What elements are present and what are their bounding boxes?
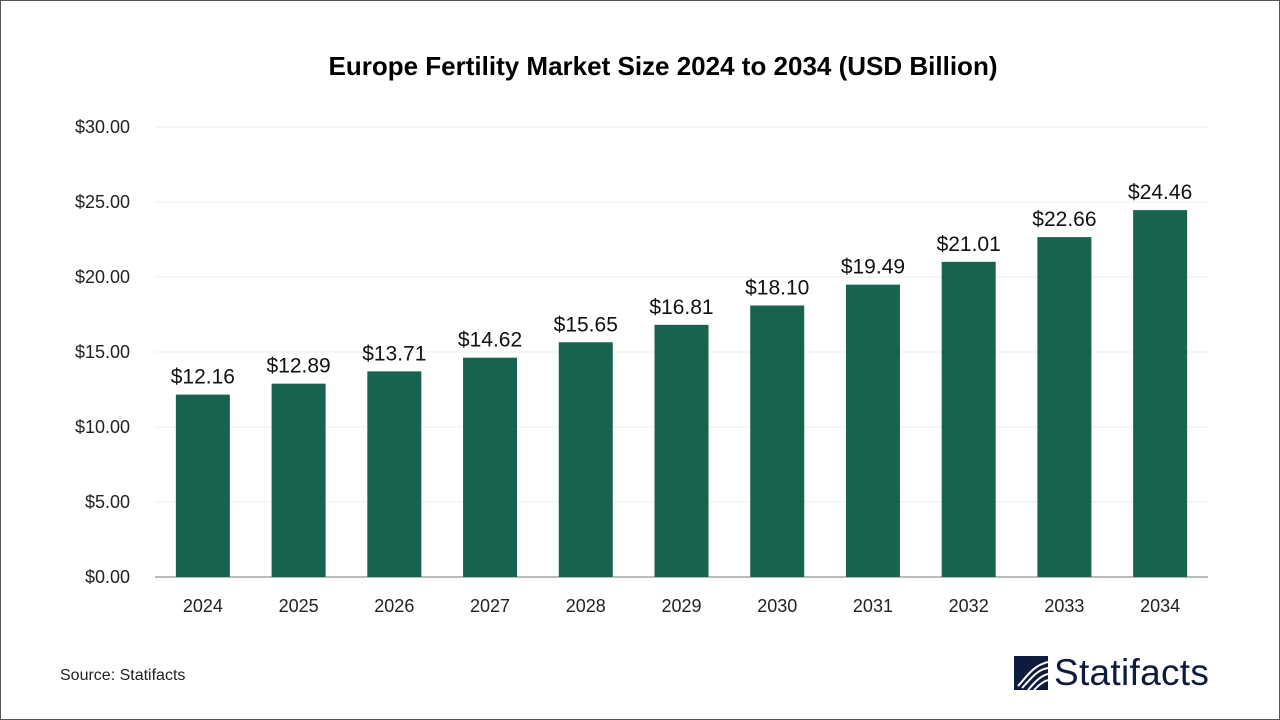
y-tick-label: $0.00 <box>85 567 130 587</box>
data-label: $14.62 <box>458 329 522 352</box>
y-tick-label: $30.00 <box>75 117 130 137</box>
bar <box>175 394 230 577</box>
data-label: $12.89 <box>266 355 330 378</box>
bar <box>558 342 613 577</box>
bar <box>654 324 709 577</box>
data-label: $19.49 <box>841 256 905 279</box>
logo-mark-icon <box>1014 656 1048 690</box>
data-label: $13.71 <box>362 342 426 365</box>
bar <box>941 261 996 577</box>
x-tick-label: 2029 <box>661 596 701 616</box>
bar <box>367 371 422 577</box>
data-label: $16.81 <box>649 296 713 319</box>
y-tick-label: $25.00 <box>75 192 130 212</box>
data-label: $15.65 <box>554 313 618 336</box>
x-tick-label: 2031 <box>853 596 893 616</box>
bar <box>271 383 326 577</box>
bar <box>845 284 900 577</box>
bar <box>1133 210 1188 577</box>
x-tick-label: 2024 <box>183 596 223 616</box>
x-tick-label: 2034 <box>1140 596 1180 616</box>
y-tick-label: $5.00 <box>85 492 130 512</box>
data-label: $12.16 <box>171 366 235 389</box>
bar <box>463 357 518 577</box>
x-tick-label: 2030 <box>757 596 797 616</box>
x-tick-label: 2027 <box>470 596 510 616</box>
data-label: $18.10 <box>745 277 809 300</box>
x-tick-label: 2028 <box>566 596 606 616</box>
statifacts-logo: Statifacts <box>1014 652 1209 694</box>
y-tick-label: $20.00 <box>75 267 130 287</box>
data-label: $24.46 <box>1128 181 1192 204</box>
data-label: $22.66 <box>1032 208 1096 231</box>
x-tick-label: 2025 <box>279 596 319 616</box>
x-tick-label: 2032 <box>949 596 989 616</box>
y-tick-label: $10.00 <box>75 417 130 437</box>
x-tick-label: 2026 <box>374 596 414 616</box>
logo-text: Statifacts <box>1054 652 1210 693</box>
y-tick-label: $15.00 <box>75 342 130 362</box>
bar <box>1037 237 1092 577</box>
source-note: Source: Statifacts <box>60 667 186 684</box>
data-label: $21.01 <box>937 233 1001 256</box>
bar <box>750 305 805 577</box>
chart-title: Europe Fertility Market Size 2024 to 203… <box>329 51 998 81</box>
x-tick-label: 2033 <box>1044 596 1084 616</box>
